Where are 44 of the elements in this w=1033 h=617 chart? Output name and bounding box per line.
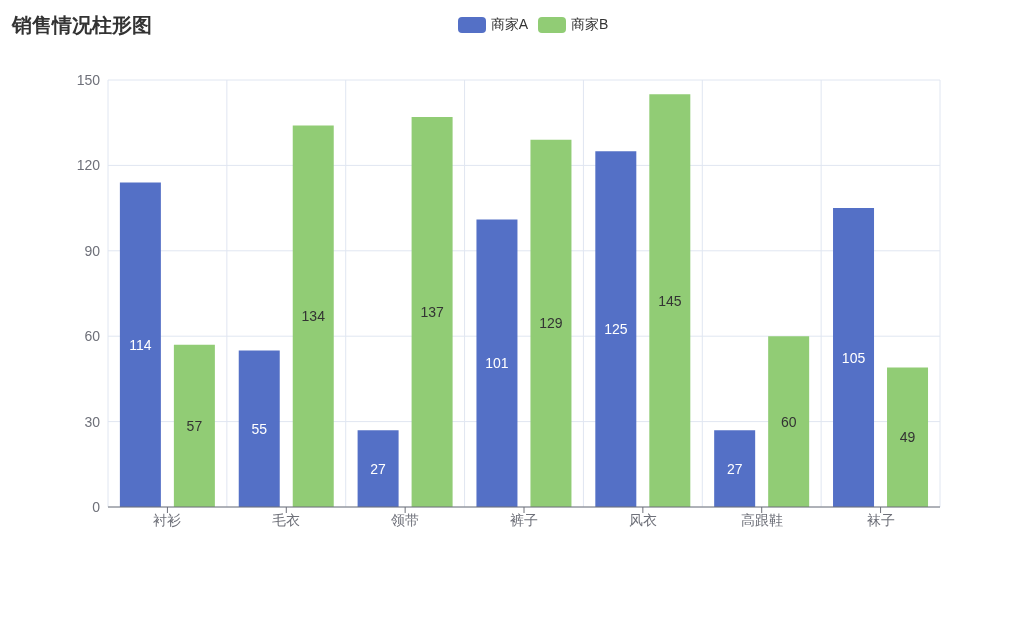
data-label: 55 xyxy=(251,420,268,437)
y-tick-label: 120 xyxy=(76,157,101,174)
y-tick-label: 30 xyxy=(84,413,101,430)
bar xyxy=(292,125,334,507)
y-tick-label: 90 xyxy=(84,242,101,259)
chart-title: 销售情况柱形图 xyxy=(12,13,152,38)
bar xyxy=(887,367,929,507)
data-label: 125 xyxy=(604,321,628,338)
bar xyxy=(238,350,280,507)
data-label: 49 xyxy=(899,429,916,446)
data-label: 60 xyxy=(780,413,797,430)
x-tick-label: 毛衣 xyxy=(272,511,301,528)
bar xyxy=(649,94,691,507)
data-label: 101 xyxy=(485,355,509,372)
data-label: 134 xyxy=(301,308,326,325)
data-label: 57 xyxy=(186,417,203,434)
data-label: 137 xyxy=(420,303,444,320)
y-tick-label: 150 xyxy=(76,71,101,88)
bar xyxy=(119,182,161,507)
x-tick-label: 袜子 xyxy=(866,511,895,528)
data-label: 27 xyxy=(726,460,743,477)
bar xyxy=(595,151,637,507)
bar xyxy=(530,139,572,507)
bar xyxy=(768,336,810,507)
x-tick-label: 裤子 xyxy=(510,511,538,528)
y-tick-label: 60 xyxy=(84,328,101,345)
x-tick-label: 领带 xyxy=(391,511,420,528)
data-label: 145 xyxy=(658,292,682,309)
x-tick-label: 风衣 xyxy=(628,511,657,528)
x-tick-label: 高跟鞋 xyxy=(740,511,783,528)
y-tick-label: 0 xyxy=(92,498,101,515)
legend-label: 商家A xyxy=(490,16,528,34)
data-label: 105 xyxy=(841,349,866,366)
bar xyxy=(357,430,399,507)
data-label: 129 xyxy=(539,315,563,332)
legend-label: 商家B xyxy=(571,16,609,34)
bar xyxy=(833,208,875,507)
bar xyxy=(411,117,453,507)
bar xyxy=(714,430,756,507)
data-label: 114 xyxy=(129,336,152,353)
bar xyxy=(173,344,215,507)
bar xyxy=(476,219,518,507)
x-tick-label: 衬衫 xyxy=(153,511,182,528)
data-label: 27 xyxy=(370,460,387,477)
